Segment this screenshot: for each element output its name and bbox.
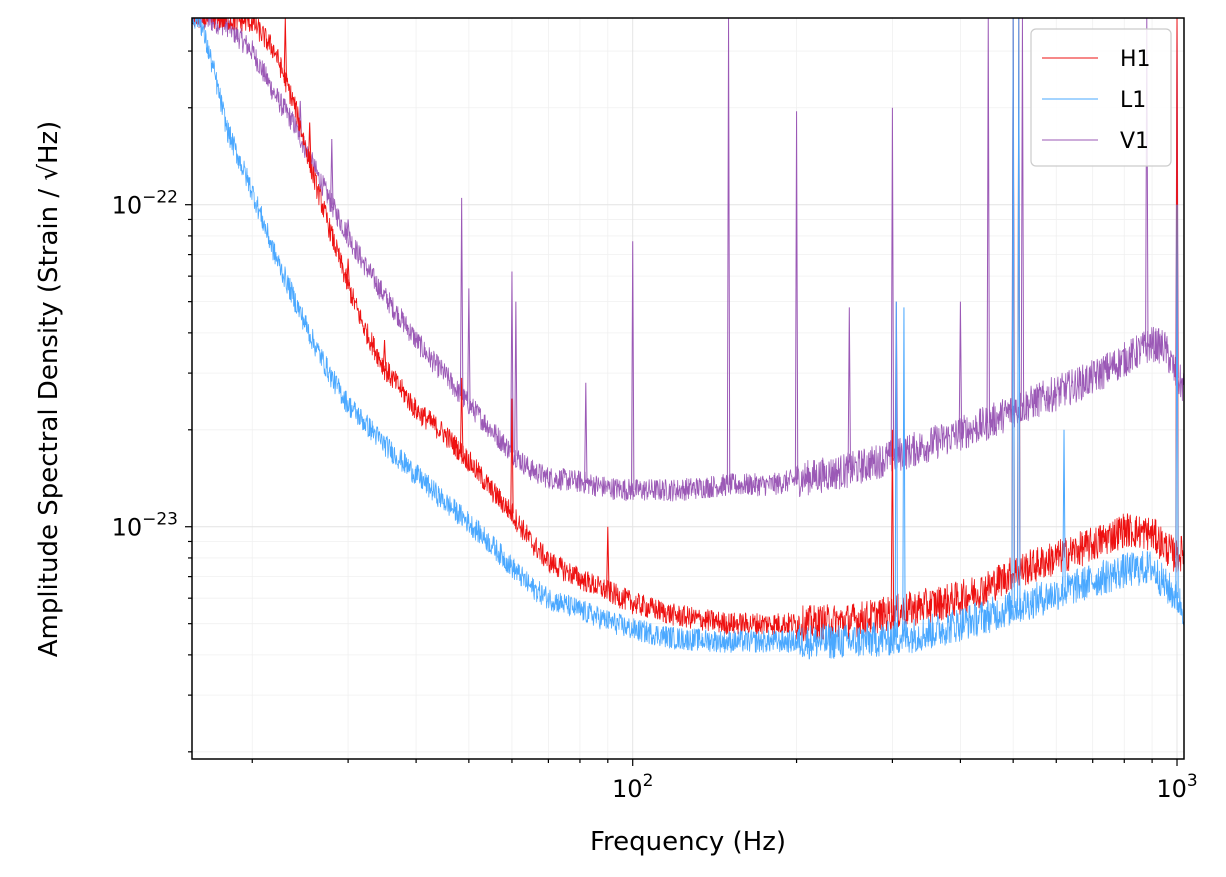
y-axis-label: Amplitude Spectral Density (Strain / √Hz… — [34, 121, 64, 658]
y-tick-label: 10−22 — [112, 188, 178, 220]
spectral-line-v1 — [1145, 18, 1149, 347]
spectral-line-v1 — [346, 219, 350, 236]
series-line-h1 — [192, 18, 1184, 642]
spectral-line-v1 — [467, 288, 471, 405]
spectral-line-h1 — [346, 258, 350, 286]
y-tick-label-base: 10 — [112, 514, 143, 542]
legend: H1 L1 V1 — [1030, 28, 1172, 167]
spectral-line-h1 — [606, 526, 610, 592]
spectral-line-v1 — [958, 301, 963, 434]
x-tick-label-exponent: 2 — [643, 771, 654, 791]
y-tick-label-base: 10 — [112, 192, 143, 220]
spectral-line-v1 — [847, 307, 852, 471]
series-layer — [192, 18, 1184, 660]
spectral-line-v1 — [514, 301, 518, 457]
spectral-line-l1 — [894, 301, 899, 638]
spectral-line-v1 — [986, 18, 990, 423]
spectral-line-h1 — [890, 429, 895, 613]
spectral-line-v1 — [1020, 18, 1025, 407]
legend-box — [1030, 28, 1172, 167]
spectral-line-v1 — [794, 111, 799, 480]
x-tick-label-base: 10 — [612, 775, 643, 803]
spectral-line-h1 — [307, 122, 312, 162]
spectral-line-h1 — [283, 18, 287, 81]
spectral-line-v1 — [726, 18, 731, 485]
y-tick-label-exponent: −23 — [142, 510, 178, 530]
spectral-line-l1 — [902, 307, 906, 637]
spectral-line-v1 — [510, 271, 514, 453]
spectral-line-l1 — [1017, 18, 1021, 606]
legend-label-h1: H1 — [1120, 47, 1151, 72]
series-line-l1 — [192, 18, 1184, 660]
x-tick-label: 102 — [612, 771, 653, 803]
y-tick-label: 10−23 — [112, 510, 178, 542]
spectral-line-h1 — [510, 398, 514, 514]
spectral-line-h1 — [382, 340, 387, 369]
x-axis-label: Frequency (Hz) — [590, 827, 786, 857]
axis-ticks — [185, 50, 1178, 766]
spectral-line-v1 — [584, 382, 588, 484]
spectral-line-v1 — [890, 107, 895, 457]
y-tick-label-exponent: −22 — [142, 188, 178, 208]
x-tick-label-base: 10 — [1156, 775, 1187, 803]
spectral-line-l1 — [1062, 429, 1066, 591]
legend-label-l1: L1 — [1120, 88, 1146, 113]
spectral-line-v1 — [459, 197, 464, 396]
spectral-line-v1 — [631, 241, 635, 491]
plot-frame — [191, 17, 1185, 760]
spectral-line-l1 — [1011, 18, 1015, 608]
legend-label-v1: V1 — [1120, 129, 1149, 154]
x-tick-label: 103 — [1156, 771, 1197, 803]
spectral-line-l1 — [1175, 204, 1179, 599]
spectral-line-h1 — [459, 377, 464, 454]
x-tick-label-exponent: 3 — [1187, 771, 1198, 791]
spectral-line-v1 — [330, 138, 334, 205]
series-line-v1 — [192, 18, 1184, 502]
